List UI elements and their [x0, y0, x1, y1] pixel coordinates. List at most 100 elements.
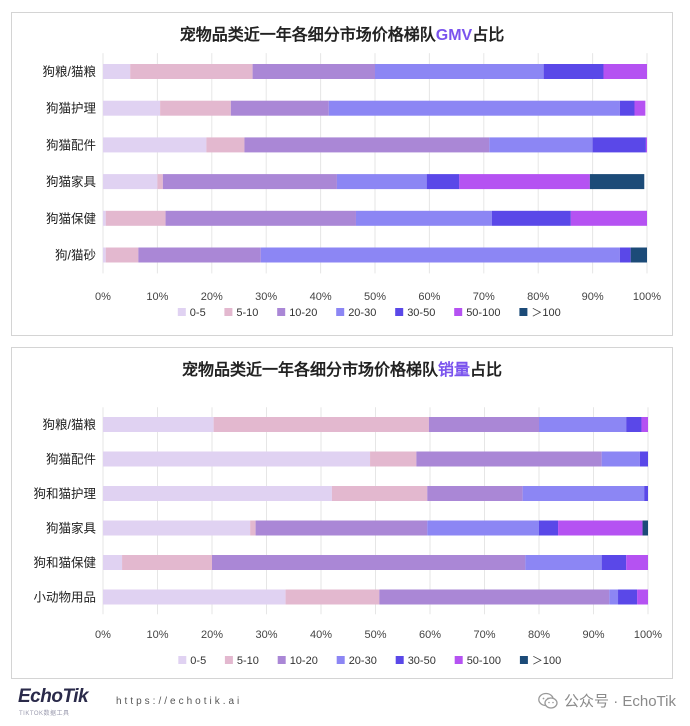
- x-tick-label: 50%: [364, 629, 386, 641]
- bar-segment[interactable]: [103, 451, 371, 467]
- legend-label: 0-5: [190, 655, 206, 667]
- bar-segment[interactable]: [255, 520, 428, 536]
- bar-segment[interactable]: [427, 520, 539, 536]
- bar-segment[interactable]: [459, 174, 590, 190]
- legend-label: 5-10: [236, 307, 258, 319]
- bar-segment[interactable]: [252, 64, 375, 79]
- x-tick-label: 60%: [418, 291, 440, 303]
- bar-segment[interactable]: [644, 486, 648, 501]
- bar-segment[interactable]: [103, 555, 123, 570]
- bar-segment[interactable]: [603, 64, 647, 79]
- bar-segment[interactable]: [103, 137, 207, 153]
- legend-label: ＞100: [532, 655, 561, 667]
- x-tick-label: 50%: [364, 291, 386, 303]
- bar-segment[interactable]: [641, 417, 648, 432]
- bar-segment[interactable]: [642, 520, 648, 536]
- x-tick-label: 20%: [201, 291, 223, 303]
- bar-segment[interactable]: [539, 520, 559, 536]
- bar-segment[interactable]: [619, 247, 631, 263]
- bar-segment[interactable]: [543, 64, 604, 79]
- bar-segment[interactable]: [103, 100, 161, 116]
- bar-segment[interactable]: [626, 417, 642, 432]
- legend-label: 50-100: [467, 655, 501, 667]
- bar-segment[interactable]: [645, 137, 647, 153]
- x-tick-label: 70%: [473, 629, 495, 641]
- bar-segment[interactable]: [103, 210, 106, 226]
- category-label: 狗/猫砂: [55, 249, 96, 263]
- bar-segment[interactable]: [379, 589, 610, 605]
- bar-segment[interactable]: [103, 417, 214, 432]
- bar-segment[interactable]: [539, 417, 627, 432]
- wechat-icon: [538, 692, 558, 709]
- bar-segment[interactable]: [103, 589, 286, 605]
- bar-segment[interactable]: [639, 451, 648, 467]
- bar-segment[interactable]: [165, 210, 356, 226]
- bar-segment[interactable]: [331, 486, 428, 501]
- bar-segment[interactable]: [522, 486, 645, 501]
- site-url-link[interactable]: https://echotik.ai: [116, 696, 243, 707]
- bar-segment[interactable]: [489, 137, 593, 153]
- wechat-label: 公众号 · EchoTik: [564, 693, 676, 710]
- bar-segment[interactable]: [162, 174, 337, 190]
- category-label: 狗猫护理: [46, 102, 97, 116]
- bar-segment[interactable]: [213, 417, 429, 432]
- brand-logo[interactable]: EchoTik: [18, 686, 89, 707]
- bar-segment[interactable]: [427, 486, 523, 501]
- title-prefix: 宠物品类近一年各细分市场价格梯队: [181, 362, 438, 379]
- bar-segment[interactable]: [428, 417, 539, 432]
- bar-segment[interactable]: [250, 520, 256, 536]
- bar-segment[interactable]: [285, 589, 380, 605]
- bar-segment[interactable]: [103, 486, 332, 501]
- bar-segment[interactable]: [634, 100, 646, 116]
- bar-segment[interactable]: [103, 247, 106, 263]
- category-label: 狗猫配件: [46, 453, 96, 467]
- legend-swatch: [454, 656, 463, 664]
- bar-segment[interactable]: [355, 210, 492, 226]
- x-tick-label: 70%: [473, 291, 495, 303]
- wechat-account[interactable]: 公众号 · EchoTik: [538, 690, 676, 711]
- chart-title: 宠物品类近一年各细分市场价格梯队销量占比: [12, 356, 672, 380]
- bar-segment[interactable]: [416, 451, 602, 467]
- bar-segment[interactable]: [105, 210, 166, 226]
- bar-segment[interactable]: [105, 247, 139, 263]
- bar-segment[interactable]: [525, 555, 602, 570]
- bar-segment[interactable]: [626, 555, 648, 570]
- bar-segment[interactable]: [609, 589, 619, 605]
- bar-segment[interactable]: [592, 137, 646, 153]
- bar-segment[interactable]: [370, 451, 417, 467]
- x-tick-label: 60%: [419, 629, 441, 641]
- bar-segment[interactable]: [328, 100, 620, 116]
- bar-segment[interactable]: [630, 247, 647, 263]
- bar-segment[interactable]: [157, 174, 163, 190]
- title-suffix: 占比: [472, 27, 505, 44]
- bar-segment[interactable]: [336, 174, 427, 190]
- bar-segment[interactable]: [206, 137, 245, 153]
- bar-segment[interactable]: [160, 100, 231, 116]
- bar-segment[interactable]: [570, 210, 647, 226]
- bar-segment[interactable]: [558, 520, 643, 536]
- bar-segment[interactable]: [130, 64, 253, 79]
- bar-segment[interactable]: [491, 210, 571, 226]
- bar-segment[interactable]: [212, 555, 526, 570]
- bar-segment[interactable]: [244, 137, 490, 153]
- bar-segment[interactable]: [103, 64, 131, 79]
- bar-segment[interactable]: [426, 174, 460, 190]
- legend-label: 0-5: [190, 307, 206, 319]
- bar-segment[interactable]: [375, 64, 544, 79]
- bar-segment[interactable]: [230, 100, 329, 116]
- bar-segment[interactable]: [589, 174, 645, 190]
- bar-segment[interactable]: [601, 555, 627, 570]
- bar-segment[interactable]: [138, 247, 261, 263]
- bar-segment[interactable]: [122, 555, 212, 570]
- bar-segment[interactable]: [103, 520, 251, 536]
- legend-label: 30-50: [407, 307, 435, 319]
- bar-segment[interactable]: [601, 451, 640, 467]
- legend-label: 50-100: [466, 307, 500, 319]
- bar-segment[interactable]: [618, 589, 638, 605]
- bar-segment[interactable]: [637, 589, 648, 605]
- bar-segment[interactable]: [103, 174, 158, 190]
- bar-segment[interactable]: [260, 247, 620, 263]
- title-suffix: 占比: [470, 362, 503, 379]
- bar-segment[interactable]: [619, 100, 635, 116]
- x-tick-label: 90%: [582, 291, 604, 303]
